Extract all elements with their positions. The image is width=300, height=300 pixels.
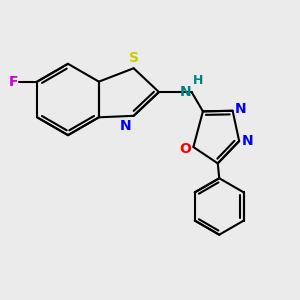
Text: N: N	[235, 102, 247, 116]
Text: H: H	[193, 74, 203, 87]
Text: N: N	[179, 85, 191, 99]
Text: F: F	[8, 75, 18, 88]
Text: N: N	[120, 119, 131, 133]
Text: O: O	[179, 142, 191, 155]
Text: N: N	[242, 134, 253, 148]
Text: S: S	[129, 51, 139, 65]
